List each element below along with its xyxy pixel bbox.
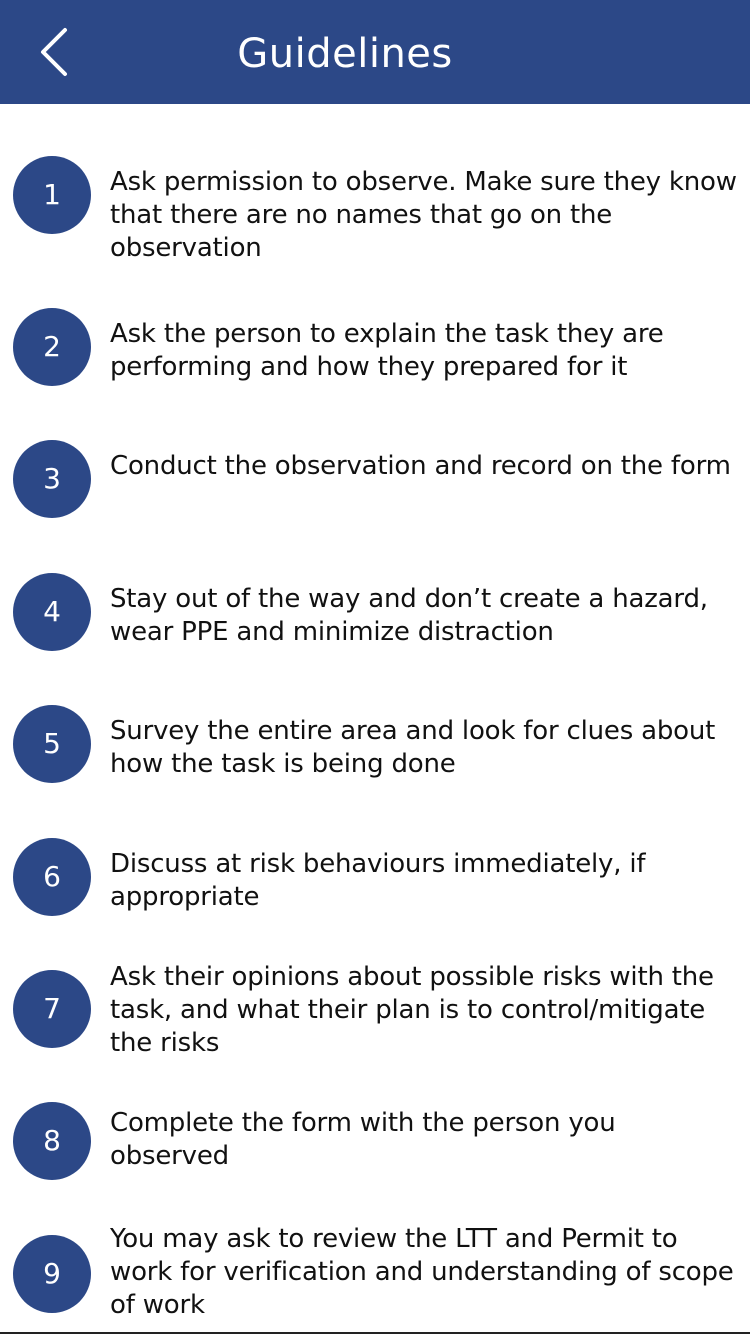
guideline-text: Discuss at risk behaviours immediately, … bbox=[110, 849, 646, 912]
guideline-text: Ask permission to observe. Make sure the… bbox=[110, 167, 737, 263]
step-number-badge: 7 bbox=[13, 970, 91, 1048]
page-title: Guidelines bbox=[237, 31, 453, 77]
step-number-badge: 6 bbox=[13, 838, 91, 916]
back-button[interactable] bbox=[24, 20, 84, 84]
guideline-text: Ask the person to explain the task they … bbox=[110, 319, 664, 382]
step-number-badge: 9 bbox=[13, 1235, 91, 1313]
guideline-text: Ask their opinions about possible risks … bbox=[110, 962, 714, 1058]
guideline-text: Stay out of the way and don’t create a h… bbox=[110, 584, 708, 647]
guideline-text: Survey the entire area and look for clue… bbox=[110, 716, 716, 779]
guideline-text: Complete the form with the person you ob… bbox=[110, 1108, 616, 1171]
guideline-text: You may ask to review the LTT and Permit… bbox=[110, 1224, 734, 1320]
step-number-badge: 5 bbox=[13, 705, 91, 783]
guideline-text: Conduct the observation and record on th… bbox=[110, 451, 731, 481]
step-number-badge: 8 bbox=[13, 1102, 91, 1180]
step-number-badge: 4 bbox=[13, 573, 91, 651]
chevron-left-icon bbox=[41, 28, 67, 76]
step-number-badge: 3 bbox=[13, 440, 91, 518]
header-bar: Guidelines bbox=[0, 0, 750, 104]
bottom-divider bbox=[0, 1332, 750, 1334]
step-number-badge: 2 bbox=[13, 308, 91, 386]
step-number-badge: 1 bbox=[13, 156, 91, 234]
